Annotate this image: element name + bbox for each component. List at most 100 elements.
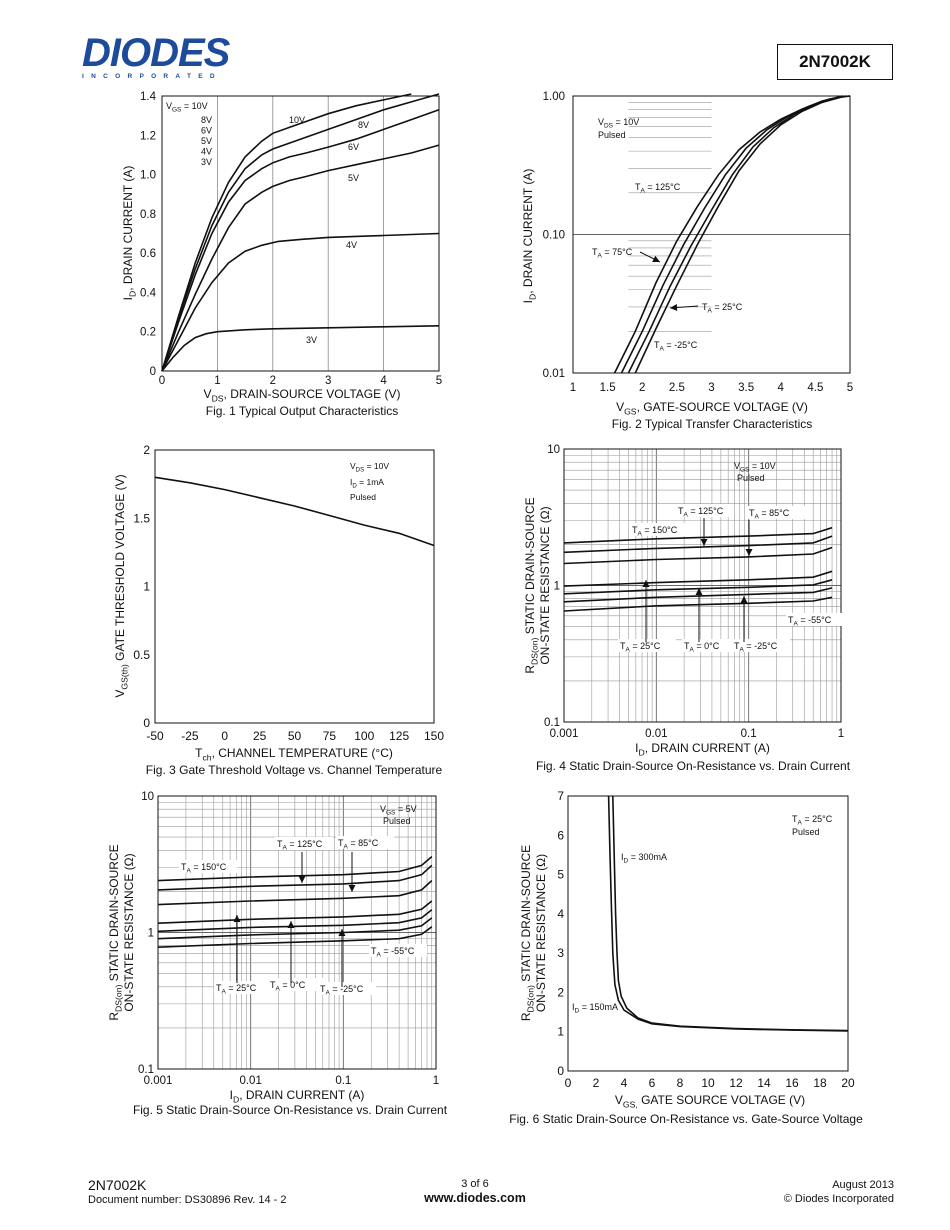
x-tick-label: 100 (354, 729, 374, 743)
y-tick-label: 5 (557, 868, 564, 882)
arrow-75c-head (652, 255, 660, 262)
x-tick-label: 2 (639, 382, 645, 394)
annotation-300ma: ID = 300mA (621, 852, 667, 865)
y-tick-label: 1 (148, 928, 154, 940)
curve-label: 4V (346, 240, 357, 250)
fig2-transfer-characteristics-chart: 1 1.5 2 2.5 3 3.5 4 4.5 5 0.01 0.10 1.00 ID, DRAIN C… (521, 91, 853, 431)
x-tick-label: 3.5 (738, 382, 754, 394)
x-tick-label: 0.001 (144, 1075, 173, 1087)
condition-pulsed: Pulsed (737, 473, 765, 483)
y-tick-label: 2 (557, 985, 564, 999)
x-tick-label: 0.1 (741, 728, 757, 740)
x-tick-label: 0 (221, 729, 228, 743)
arrow-2-head (642, 580, 650, 587)
annotation-85c: TA = 85°C (749, 508, 790, 521)
x-tick-label: 4.5 (807, 382, 823, 394)
y-axis-title-2: ON-STATE RESISTANCE (Ω) (538, 506, 552, 664)
curve-label: 6V (348, 142, 359, 152)
footer-left: 2N7002K Document number: DS30896 Rev. 14… (88, 1178, 287, 1208)
annotation-bg (369, 944, 427, 957)
y-tick-label: 10 (141, 791, 154, 803)
y-tick-label: 0 (143, 716, 150, 730)
footer-right: August 2013 © Diodes Incorporated (784, 1178, 894, 1206)
y-tick-label: 0.4 (140, 287, 157, 299)
y-tick-label: 0.10 (543, 230, 565, 242)
footer-part: 2N7002K (88, 1177, 147, 1193)
x-tick-label: 4 (621, 1076, 628, 1090)
y-axis-title: VGS(th) GATE THRESHOLD VOLTAGE (V) (113, 474, 130, 697)
x-axis-title: VDS, DRAIN-SOURCE VOLTAGE (V) (204, 387, 401, 404)
x-tick-label: 1 (433, 1075, 439, 1087)
series-line-5 (157, 917, 433, 940)
series-line-6 (157, 926, 433, 948)
figure-caption: Fig. 4 Static Drain-Source On-Resistance… (536, 759, 851, 773)
y-tick-label: 0.6 (140, 248, 156, 260)
x-tick-label: 10 (701, 1076, 715, 1090)
x-tick-label: 8 (677, 1076, 684, 1090)
x-tick-label: 1 (214, 375, 220, 387)
y-tick-label: 4 (557, 907, 564, 921)
x-tick-label: 50 (288, 729, 302, 743)
plot-frame (154, 449, 435, 724)
y-tick-label: 1 (557, 1025, 564, 1039)
x-tick-label: 0 (565, 1076, 572, 1090)
x-axis-title: ID, DRAIN CURRENT (A) (635, 741, 770, 758)
x-tick-label: 150 (424, 729, 444, 743)
series-line-6 (563, 596, 833, 612)
annotation-150ma: ID = 150mA (572, 1002, 618, 1015)
annotation-0c: TA = 0°C (684, 641, 720, 654)
curve-label: 3V (306, 335, 317, 345)
diodes-logo: DIODES INCORPORATED (82, 31, 252, 80)
figure-caption: Fig. 5 Static Drain-Source On-Resistance… (133, 1103, 448, 1117)
series-line-3 (563, 570, 833, 587)
y-tick-label: 6 (557, 828, 564, 842)
x-tick-label: 18 (813, 1076, 827, 1090)
x-tick-label: 12 (729, 1076, 743, 1090)
series-line-3 (634, 95, 851, 374)
annotation-125c: TA = 125°C (277, 839, 323, 852)
footer-website-link[interactable]: www.diodes.com (424, 1191, 526, 1205)
y-tick-label: 0.8 (140, 209, 156, 221)
x-axis-title: ID, DRAIN CURRENT (A) (230, 1088, 365, 1105)
annotation-bg (682, 639, 740, 652)
annotation-m25c: TA = -25°C (320, 984, 364, 997)
y-axis-title-2: ON-STATE RESISTANCE (Ω) (122, 853, 136, 1011)
series-line-4 (161, 232, 440, 372)
annotation-bg (618, 639, 676, 652)
annotation-25c: TA = 25°C (216, 983, 257, 996)
condition-pulsed: Pulsed (792, 827, 820, 837)
series-line-5 (563, 587, 833, 603)
y-tick-label: 0.5 (133, 648, 150, 662)
annotation-bg (676, 504, 734, 517)
annotation-bg (275, 837, 333, 850)
condition-id: ID = 1mA (350, 477, 384, 490)
x-tick-label: 3 (708, 382, 714, 394)
y-tick-label: 3 (557, 946, 564, 960)
annotation-75c: TA = 75°C (592, 247, 633, 260)
arrow-2-head (233, 915, 241, 922)
annotation-25c: TA = 25°C (620, 641, 661, 654)
series-line-0 (157, 855, 433, 882)
y-tick-label: 0 (557, 1064, 564, 1078)
annotation-bg (336, 836, 394, 849)
x-tick-label: 4 (380, 375, 387, 387)
x-tick-label: 0.01 (645, 728, 667, 740)
series-line-0 (154, 476, 435, 547)
y-axis-title: ID, DRAIN CURRENT (A) (121, 166, 138, 301)
logo-subtext: INCORPORATED (82, 73, 222, 80)
y-tick-label: 7 (557, 789, 564, 803)
x-tick-label: 0.01 (239, 1075, 261, 1087)
condition-vds: VDS = 10V (350, 461, 389, 474)
y-axis-title-1: RDS(on) STATIC DRAIN-SOURCE (519, 845, 536, 1021)
footer-doc-number: Document number: DS30896 Rev. 14 - 2 (88, 1194, 287, 1206)
logo-text: DIODES (82, 31, 230, 75)
annotation-m25c: TA = -25°C (654, 340, 698, 353)
x-axis-title: Tch, CHANNEL TEMPERATURE (°C) (195, 746, 393, 763)
arrow-3-head (695, 588, 703, 595)
footer-copyright: © Diodes Incorporated (783, 1193, 894, 1205)
fig5-on-resistance-vs-current-chart: 0.001 0.01 0.1 1 0.1 1 10 RDS(on) STATIC DRAIN-… (107, 791, 448, 1117)
series-line-4 (563, 579, 833, 595)
series-line-1 (161, 93, 440, 372)
series-line-2 (563, 546, 833, 565)
